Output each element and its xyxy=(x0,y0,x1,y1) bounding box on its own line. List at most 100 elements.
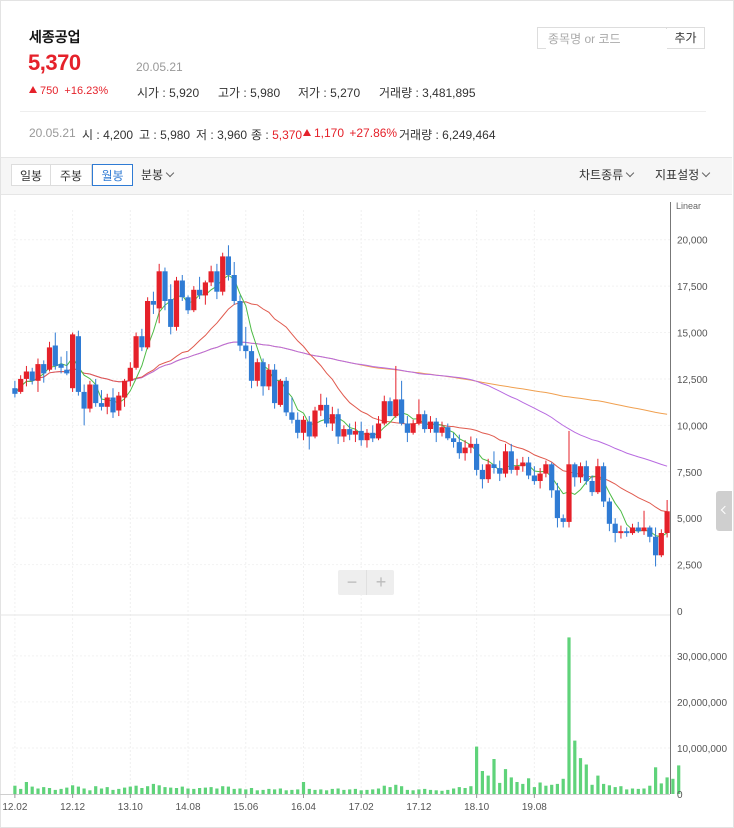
candle-body xyxy=(618,531,624,534)
volume-bar xyxy=(619,786,623,794)
candle-body xyxy=(29,371,35,381)
volume-bar xyxy=(134,785,138,794)
candle-body xyxy=(520,462,526,467)
candle-body xyxy=(266,369,272,387)
period-open-value: 4,200 xyxy=(103,128,134,142)
zoom-controls: − + xyxy=(338,570,394,595)
candle-body xyxy=(145,301,151,348)
period-open: 시 : 4,200 xyxy=(82,128,134,142)
volume-bar xyxy=(475,746,479,794)
period-high-value: 5,980 xyxy=(160,128,191,142)
candle-body xyxy=(23,371,29,379)
volume-bar xyxy=(82,788,86,794)
volume-bar xyxy=(573,740,577,794)
high-label: 고가 xyxy=(218,86,241,100)
low-price: 저가 : 5,270 xyxy=(298,86,361,100)
volume-bar xyxy=(486,775,490,794)
x-tick-label: 13.10 xyxy=(118,802,143,813)
volume-bar xyxy=(209,787,213,794)
candle-body xyxy=(393,399,399,417)
candle-body xyxy=(75,336,81,392)
volume-bar xyxy=(480,771,484,794)
candle-body xyxy=(283,380,289,413)
candle-body xyxy=(260,362,266,387)
volume-bar xyxy=(123,787,127,794)
volume-bar xyxy=(567,637,571,794)
volume-bar xyxy=(498,782,502,794)
period-high: 고 : 5,980 xyxy=(139,128,191,142)
candle-body xyxy=(156,271,162,309)
minute-dropdown[interactable]: 분봉 xyxy=(141,164,175,186)
candle-body xyxy=(35,364,41,381)
stock-search-input[interactable] xyxy=(546,29,670,49)
volume-bar xyxy=(313,789,317,794)
candle-body xyxy=(116,395,122,411)
volume-bar xyxy=(24,782,28,794)
volume-bar xyxy=(578,758,583,794)
period-volume: 거래량 : 6,249,464 xyxy=(399,128,496,142)
volume-bar xyxy=(428,789,433,794)
tab-weekly[interactable]: 주봉 xyxy=(51,164,92,186)
candle-body xyxy=(601,466,607,502)
period-low: 저 : 3,960 xyxy=(196,128,248,142)
zoom-in-icon[interactable]: + xyxy=(366,570,395,595)
volume-bar xyxy=(192,788,196,794)
candle-body xyxy=(197,289,203,296)
candle-body xyxy=(81,391,87,409)
chevron-down-icon xyxy=(165,168,175,178)
chart-type-dropdown[interactable]: 차트종류 xyxy=(579,164,635,186)
volume-bar xyxy=(267,788,271,794)
candle-body xyxy=(312,410,318,437)
change-amount: 750 xyxy=(40,85,59,97)
volume-bar xyxy=(157,785,161,795)
volume-bar xyxy=(330,788,334,794)
volume-bar xyxy=(319,789,323,794)
price-chart[interactable]: Linear 0 2,500 5,000 7,500 10,000 12,500 15,000… xyxy=(0,194,732,816)
add-stock-button[interactable]: 추가 xyxy=(667,27,705,49)
open-value: 5,920 xyxy=(169,86,200,100)
tab-monthly[interactable]: 월봉 xyxy=(92,164,133,186)
stock-name: 세종공업 xyxy=(29,29,81,45)
volume-bar xyxy=(440,790,444,794)
volume-bar xyxy=(290,789,294,794)
indicator-settings-dropdown[interactable]: 지표설정 xyxy=(655,164,711,186)
volume-bar xyxy=(221,786,225,794)
candle-body xyxy=(225,256,231,275)
period-volume-value: 6,249,464 xyxy=(442,128,496,142)
side-panel-toggle[interactable] xyxy=(716,491,732,531)
candle-body xyxy=(277,380,283,405)
high-value: 5,980 xyxy=(250,86,281,100)
period-change: 1,170 +27.86% xyxy=(303,126,397,140)
candle-body xyxy=(387,401,393,417)
candle-body xyxy=(658,533,664,556)
low-label: 저가 xyxy=(298,86,321,100)
volume-bar xyxy=(88,790,92,794)
x-tick-label: 14.08 xyxy=(176,802,201,813)
candle-body xyxy=(641,527,647,532)
candle-body xyxy=(370,432,376,439)
volume-bar xyxy=(515,782,519,794)
ma120-line xyxy=(141,341,668,415)
x-tick-label: 16.04 xyxy=(291,802,316,813)
candle-body xyxy=(214,271,220,292)
volume-bar xyxy=(348,789,352,794)
candle-body xyxy=(572,464,578,478)
candle-body xyxy=(58,364,64,368)
price-change: 750 +16.23% xyxy=(29,85,108,97)
tab-daily[interactable]: 일봉 xyxy=(11,164,51,186)
volume-bar xyxy=(452,788,456,794)
chevron-down-icon xyxy=(701,168,711,178)
volume-bar xyxy=(359,790,363,794)
x-tick-label: 17.02 xyxy=(349,802,374,813)
x-tick-label: 12.02 xyxy=(2,802,27,813)
candle-body xyxy=(583,466,589,482)
volume-bar xyxy=(677,765,681,794)
volume-bar xyxy=(65,787,69,794)
volume-bar xyxy=(59,788,63,794)
candle-body xyxy=(399,399,405,424)
candle-body xyxy=(347,429,353,435)
volume-bar xyxy=(261,789,265,794)
stock-search-box xyxy=(537,27,670,49)
zoom-out-icon[interactable]: − xyxy=(346,572,358,592)
volume-bar xyxy=(238,788,242,794)
